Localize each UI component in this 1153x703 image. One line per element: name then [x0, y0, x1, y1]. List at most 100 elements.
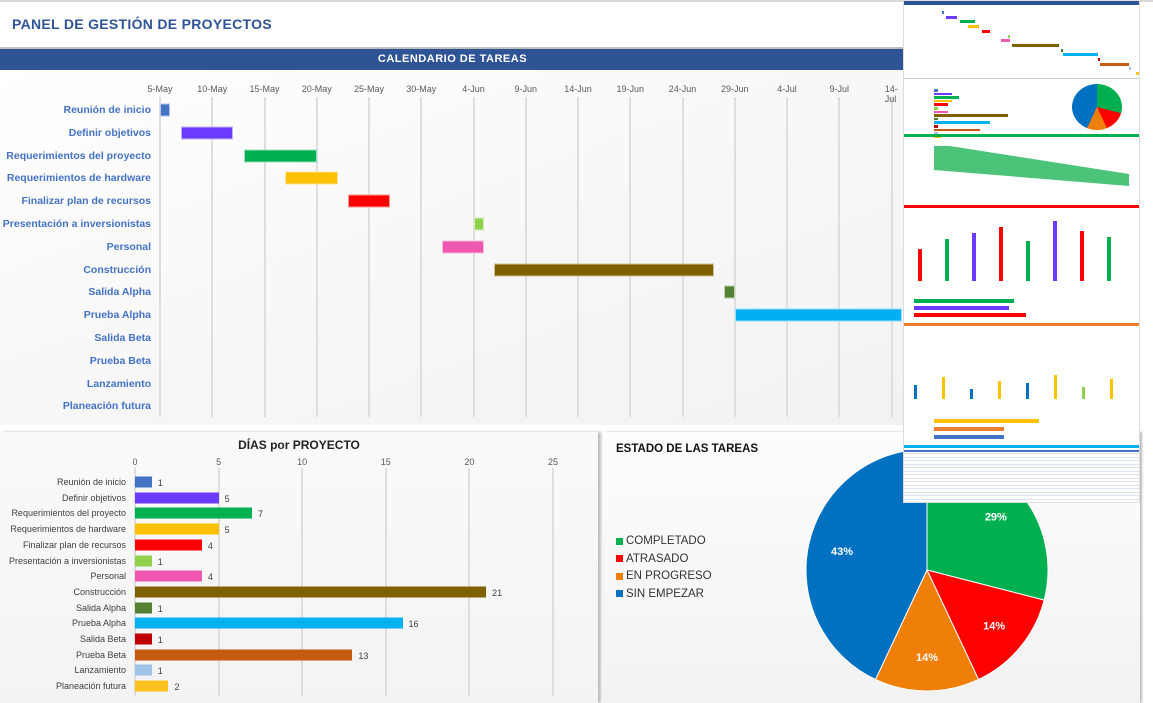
gridline: [681, 97, 684, 417]
top-border: [0, 0, 1153, 2]
bar: [135, 476, 152, 488]
task-bar: [473, 217, 484, 231]
slice-data-label: 29%: [985, 512, 1007, 524]
gridline: [838, 97, 841, 417]
category-label: Presentación a inversionistas: [8, 555, 126, 566]
pie-slice: [805, 448, 928, 681]
legend-label: COMPLETADO: [626, 535, 706, 547]
bar: [135, 555, 152, 566]
bar: [135, 507, 253, 519]
gridline: [890, 97, 893, 417]
thumb-green-band: [904, 134, 1139, 137]
gridline: [368, 97, 370, 417]
task-label: Prueba Beta: [89, 354, 151, 367]
legend-swatch: [616, 572, 623, 580]
thumb-gantt-bar: [1060, 48, 1063, 52]
category-label: Prueba Alpha: [71, 618, 126, 629]
bar: [135, 680, 169, 692]
legend-item: COMPLETADO: [616, 535, 706, 547]
thumb-col: [945, 239, 949, 281]
category-label: Reunión de inicio: [56, 477, 126, 487]
thumb-col2: [1110, 379, 1113, 399]
thumb-bar: [934, 117, 938, 121]
gridline: [217, 468, 220, 696]
axis-tick-label: 0: [132, 457, 138, 467]
task-bar: [285, 171, 338, 185]
thumb-col: [918, 249, 922, 281]
data-label: 1: [157, 556, 163, 567]
bar: [135, 586, 487, 598]
thumb-bar: [934, 103, 948, 106]
legend-swatch: [616, 590, 623, 597]
legend-item: SIN EMPEZAR: [616, 588, 704, 600]
thumb-col2: [942, 377, 945, 399]
data-label: 1: [157, 603, 163, 614]
slice-data-label: 14%: [983, 621, 1005, 633]
gridline: [211, 97, 214, 417]
data-label: 1: [157, 635, 163, 645]
thumb-col2: [998, 381, 1001, 399]
axis-tick-label: 20: [464, 457, 475, 467]
task-label: Construcción: [83, 263, 151, 276]
task-bar: [160, 103, 171, 117]
data-label: 5: [224, 525, 230, 536]
category-label: Personal: [90, 571, 126, 582]
thumb-col2: [1026, 383, 1029, 399]
chart-title: DÍAS por PROYECTO: [238, 438, 360, 452]
bar: [135, 492, 219, 504]
axis-tick-label: 24-Jun: [668, 84, 697, 94]
thumb-bar: [934, 121, 990, 124]
axis-tick-label: 14-Jul: [884, 84, 898, 104]
dashboard-thumbnail: [903, 0, 1140, 503]
thumb-col2: [970, 389, 973, 399]
chart-title: ESTADO DE LAS TAREAS: [616, 443, 759, 455]
gridline: [263, 97, 266, 417]
task-label: Presentación a inversionistas: [2, 218, 151, 230]
thumb-col: [999, 227, 1003, 281]
task-label: Salida Beta: [94, 332, 151, 344]
data-label: 1: [157, 478, 163, 488]
gridline: [384, 468, 387, 696]
thumb-gantt-bar: [942, 11, 945, 14]
gridline: [552, 468, 554, 696]
legend-swatch: [616, 555, 623, 562]
axis-tick-label: 9-Jun: [514, 84, 538, 94]
legend-item: EN PROGRESO: [616, 570, 712, 582]
thumb-bar: [934, 128, 980, 132]
thumb-col2: [914, 385, 917, 399]
thumb-table-row: [904, 491, 1139, 493]
thumb-gantt-bar: [968, 25, 980, 29]
data-label: 2: [174, 682, 180, 693]
thumb-table-row: [904, 477, 1139, 479]
axis-tick-label: 15: [380, 457, 391, 467]
thumb-orange-band: [904, 323, 1139, 326]
thumb-col2: [1054, 375, 1057, 399]
category-label: Definir objetivos: [61, 492, 126, 503]
axis-tick-label: 10-May: [197, 84, 228, 94]
task-bar: [734, 308, 902, 322]
axis-tick-label: 20-May: [301, 84, 332, 94]
thumb-bars2-purple: [914, 306, 1009, 310]
data-label: 5: [224, 493, 230, 504]
thumb-bars2-red: [914, 313, 1026, 317]
task-bar: [442, 240, 484, 254]
axis-tick-label: 15-May: [249, 84, 280, 94]
gridline: [159, 97, 161, 417]
thumb-gantt-bar: [1001, 39, 1011, 43]
gridline: [301, 468, 304, 696]
task-label: Lanzamiento: [86, 377, 151, 390]
gridline: [315, 97, 318, 417]
thumb-bar: [934, 110, 948, 114]
legend-label: SIN EMPEZAR: [626, 587, 704, 600]
thumb-gantt-bar: [1063, 53, 1099, 57]
data-label: 1: [157, 666, 163, 677]
thumb-gantt-bar: [1100, 62, 1129, 66]
axis-tick-label: 4-Jul: [777, 84, 797, 94]
task-label: Requerimientos del proyecto: [6, 149, 151, 162]
gridline: [134, 468, 136, 696]
gridline: [468, 468, 471, 696]
gridline: [524, 97, 527, 417]
bar: [135, 649, 353, 661]
task-label: Prueba Alpha: [83, 309, 151, 322]
gridline: [420, 97, 423, 417]
